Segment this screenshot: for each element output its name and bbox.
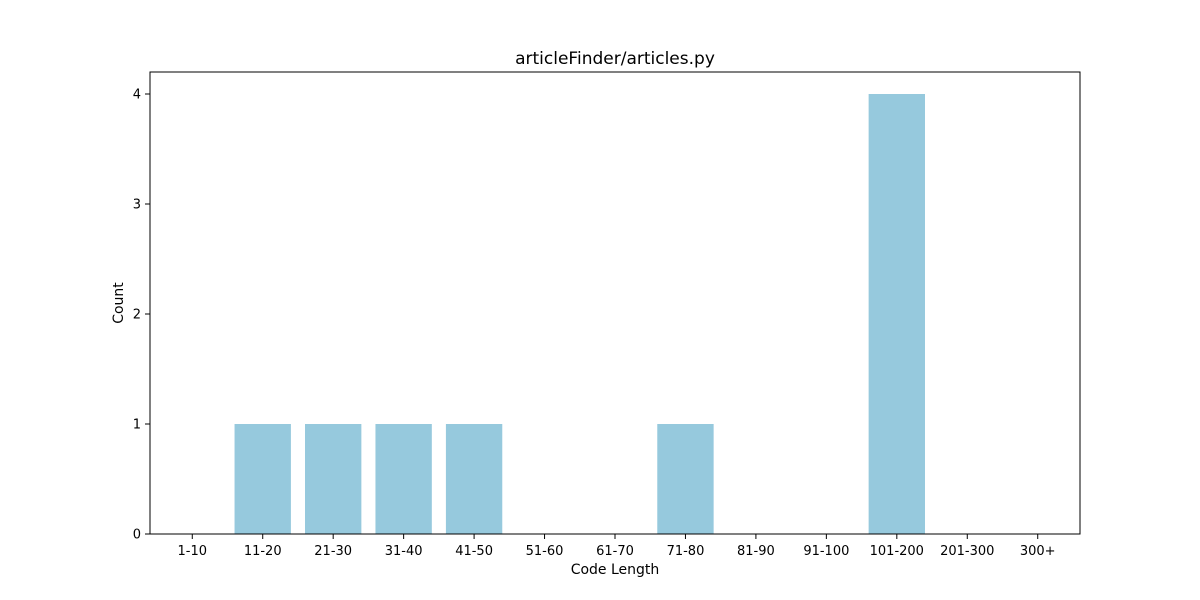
bar-71-80 — [657, 424, 714, 534]
y-tick-label: 4 — [133, 88, 141, 103]
x-tick-label: 21-30 — [314, 544, 352, 559]
bar-31-40 — [375, 424, 432, 534]
bar-11-20 — [234, 424, 291, 534]
bar-101-200 — [868, 94, 925, 534]
x-tick-label: 81-90 — [737, 544, 775, 559]
x-tick-label: 300+ — [1020, 544, 1056, 559]
bars-layer — [234, 94, 925, 534]
chart-title: articleFinder/articles.py — [515, 49, 715, 69]
x-tick-label: 11-20 — [244, 544, 282, 559]
x-tick-label: 91-100 — [803, 544, 849, 559]
y-tick-label: 3 — [133, 198, 141, 213]
bar-41-50 — [445, 424, 503, 534]
x-tick-label: 61-70 — [596, 544, 634, 559]
x-axis-label: Code Length — [571, 562, 660, 578]
x-tick-label: 31-40 — [385, 544, 423, 559]
y-tick-label: 1 — [133, 418, 141, 433]
x-tick-label: 51-60 — [526, 544, 564, 559]
bar-21-30 — [305, 424, 362, 534]
x-tick-label: 201-300 — [940, 544, 994, 559]
y-axis-ticks: 0 1 2 3 4 — [133, 88, 150, 543]
x-axis-ticks: 1-10 11-20 21-30 31-40 41-50 51-60 61-70 71-80 8… — [178, 534, 1056, 559]
y-tick-label: 0 — [133, 528, 141, 543]
x-tick-label: 41-50 — [455, 544, 493, 559]
x-tick-label: 71-80 — [667, 544, 705, 559]
x-tick-label: 1-10 — [178, 544, 208, 559]
x-tick-label: 101-200 — [870, 544, 924, 559]
y-tick-label: 2 — [133, 308, 141, 323]
y-axis-label: Count — [111, 282, 127, 324]
